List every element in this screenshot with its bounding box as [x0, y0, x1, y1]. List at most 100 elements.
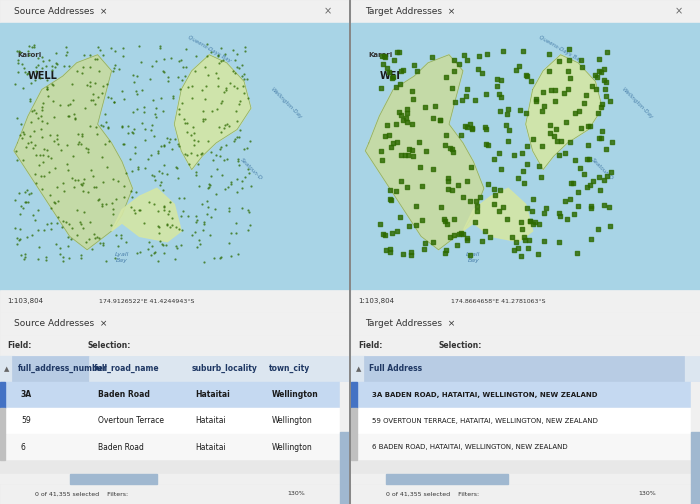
Point [169, 256, 180, 264]
Point [21, 185, 32, 194]
Point [575, 56, 587, 64]
Point [15, 48, 26, 56]
Point [16, 119, 27, 128]
Point [145, 151, 156, 159]
Point [54, 250, 65, 258]
Point [216, 57, 227, 66]
Point [448, 56, 459, 64]
Point [109, 254, 120, 262]
Point [199, 258, 210, 266]
Point [41, 85, 52, 93]
Point [19, 188, 30, 196]
Point [566, 178, 577, 186]
Point [24, 51, 35, 59]
Point [107, 67, 118, 75]
Point [113, 176, 124, 184]
Point [461, 176, 472, 184]
Point [545, 86, 557, 94]
Point [559, 197, 570, 205]
Text: Queens-Days Bay: Queens-Days Bay [538, 35, 583, 64]
Point [214, 152, 225, 160]
Point [126, 193, 137, 201]
Point [41, 76, 52, 84]
Point [88, 230, 99, 238]
Point [52, 197, 64, 205]
Point [125, 187, 136, 195]
Point [64, 100, 76, 108]
Point [471, 208, 482, 216]
Point [17, 204, 28, 212]
Point [172, 244, 183, 253]
Point [375, 220, 386, 228]
Point [594, 173, 605, 181]
Point [72, 176, 83, 184]
Point [146, 171, 158, 179]
Point [386, 196, 397, 204]
Point [498, 203, 509, 211]
Point [434, 116, 445, 124]
Point [108, 64, 120, 72]
Point [220, 121, 231, 129]
Text: Lyall
Bay: Lyall Bay [115, 253, 130, 263]
Point [46, 225, 57, 233]
Point [159, 141, 170, 149]
Point [386, 143, 397, 151]
Point [48, 81, 59, 89]
Point [476, 237, 487, 245]
Point [205, 172, 216, 180]
Point [126, 129, 137, 137]
Point [475, 193, 486, 201]
Point [210, 190, 221, 198]
Text: Queens-Days Bay: Queens-Days Bay [187, 35, 232, 64]
Point [181, 151, 193, 159]
Point [60, 51, 71, 59]
Text: ▲: ▲ [4, 366, 10, 372]
Point [34, 242, 45, 250]
Point [202, 71, 214, 79]
Bar [351, 382, 356, 408]
Point [606, 138, 617, 146]
Point [158, 203, 169, 211]
Point [406, 120, 417, 128]
Point [231, 50, 242, 58]
Point [76, 130, 88, 138]
Point [158, 68, 169, 76]
Point [232, 117, 243, 125]
Point [63, 101, 74, 109]
Point [598, 65, 610, 73]
Point [377, 156, 388, 164]
Point [237, 177, 248, 185]
Point [199, 115, 211, 123]
Point [85, 166, 97, 174]
Bar [386, 474, 508, 484]
Point [600, 145, 611, 153]
Point [37, 158, 48, 166]
Point [113, 65, 124, 73]
Bar [0, 382, 5, 408]
Point [582, 141, 594, 149]
Point [244, 208, 255, 216]
Point [538, 88, 549, 96]
Text: full_road_name: full_road_name [94, 364, 160, 373]
Point [481, 140, 492, 148]
Point [162, 73, 174, 81]
Point [456, 229, 467, 237]
Point [132, 73, 143, 81]
Point [106, 199, 118, 207]
Point [50, 239, 62, 247]
Point [19, 68, 30, 76]
Point [89, 234, 100, 242]
Point [64, 62, 75, 70]
Point [435, 203, 447, 211]
Point [78, 187, 89, 195]
Point [62, 242, 74, 250]
Bar [0, 434, 349, 460]
Point [509, 246, 520, 255]
Bar [70, 474, 157, 484]
Point [67, 152, 78, 160]
Point [518, 179, 529, 187]
Point [148, 200, 160, 208]
Point [375, 84, 386, 92]
Point [384, 248, 395, 256]
Point [220, 141, 231, 149]
